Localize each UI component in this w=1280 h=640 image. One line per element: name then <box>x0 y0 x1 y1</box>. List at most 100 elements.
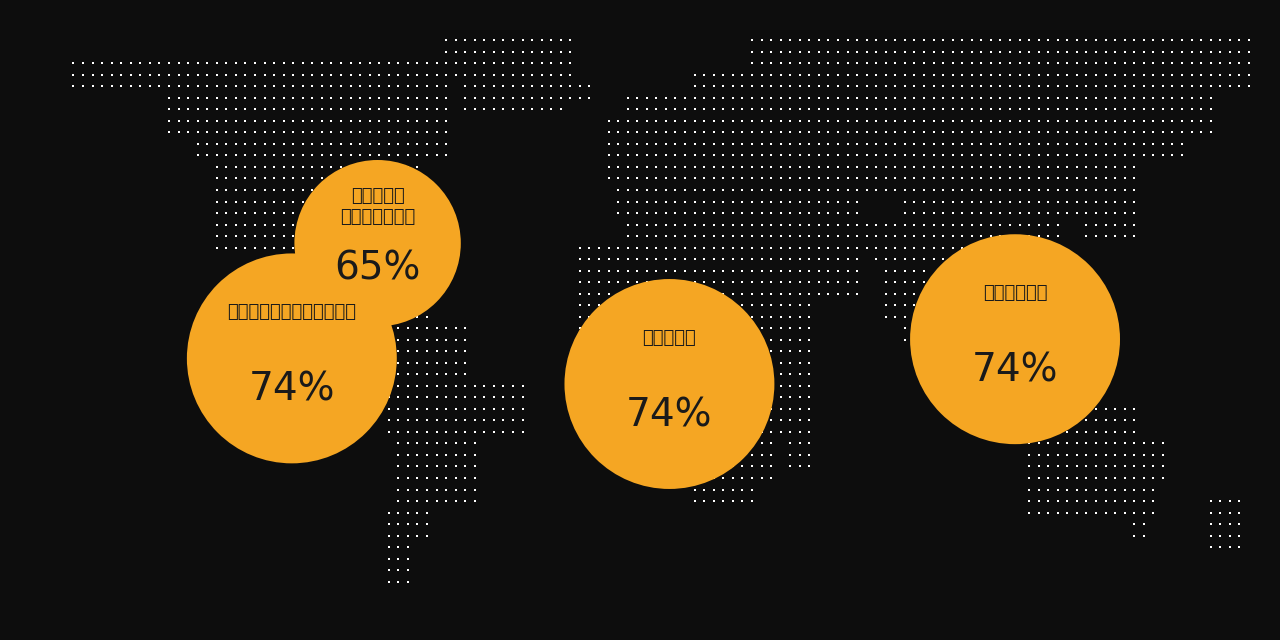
Point <box>617 127 637 138</box>
Point <box>713 220 733 230</box>
Point <box>1066 58 1087 68</box>
Point <box>809 196 829 207</box>
Point <box>1019 381 1039 391</box>
Point <box>159 104 179 115</box>
Point <box>1153 438 1174 449</box>
Point <box>666 266 686 276</box>
Point <box>1115 139 1135 149</box>
Point <box>723 185 744 195</box>
Point <box>694 450 714 460</box>
Point <box>465 427 485 437</box>
Point <box>837 70 858 80</box>
Point <box>1239 70 1260 80</box>
Point <box>1190 81 1211 92</box>
Point <box>225 243 246 253</box>
Point <box>369 208 389 218</box>
Point <box>809 58 829 68</box>
Point <box>1010 58 1030 68</box>
Point <box>646 93 667 103</box>
Point <box>1143 70 1164 80</box>
Point <box>454 81 475 92</box>
Point <box>589 335 609 345</box>
Point <box>236 58 256 68</box>
Point <box>465 496 485 506</box>
Point <box>541 104 562 115</box>
Point <box>646 369 667 380</box>
Point <box>704 415 724 426</box>
Point <box>675 150 695 161</box>
Point <box>512 47 532 57</box>
Point <box>1210 70 1230 80</box>
Point <box>580 323 600 333</box>
Point <box>617 220 637 230</box>
Point <box>895 277 915 287</box>
Point <box>283 185 303 195</box>
Point <box>732 139 753 149</box>
Point <box>454 369 475 380</box>
Point <box>436 104 457 115</box>
Point <box>655 243 676 253</box>
Point <box>1085 404 1106 414</box>
Point <box>799 392 819 403</box>
Point <box>1038 484 1059 495</box>
Point <box>704 335 724 345</box>
Point <box>283 70 303 80</box>
Point <box>876 47 896 57</box>
Point <box>694 473 714 483</box>
Point <box>1028 70 1048 80</box>
Point <box>991 93 1011 103</box>
Point <box>1000 381 1020 391</box>
Point <box>685 415 705 426</box>
Point <box>1162 127 1183 138</box>
Point <box>131 58 151 68</box>
Point <box>244 104 265 115</box>
Point <box>216 150 237 161</box>
Point <box>274 116 294 126</box>
Point <box>522 70 543 80</box>
Point <box>904 139 924 149</box>
Point <box>685 335 705 345</box>
Point <box>741 473 762 483</box>
Point <box>790 139 810 149</box>
Point <box>627 289 648 299</box>
Point <box>771 369 791 380</box>
Point <box>732 404 753 414</box>
Point <box>340 289 361 299</box>
Point <box>685 93 705 103</box>
Point <box>1085 208 1106 218</box>
Point <box>398 565 419 575</box>
Point <box>1085 58 1106 68</box>
Point <box>972 47 992 57</box>
Point <box>398 450 419 460</box>
Point <box>321 104 342 115</box>
Point <box>732 81 753 92</box>
Point <box>723 404 744 414</box>
Point <box>961 185 982 195</box>
Point <box>561 93 581 103</box>
Point <box>884 173 905 184</box>
Point <box>340 243 361 253</box>
Point <box>923 127 943 138</box>
Point <box>1057 508 1078 518</box>
Point <box>388 565 408 575</box>
Point <box>512 58 532 68</box>
Point <box>723 438 744 449</box>
Point <box>961 116 982 126</box>
Point <box>1162 58 1183 68</box>
Point <box>407 93 428 103</box>
Point <box>799 427 819 437</box>
Point <box>1076 127 1097 138</box>
Point <box>1000 312 1020 322</box>
Point <box>991 185 1011 195</box>
Point <box>426 392 447 403</box>
Point <box>760 104 781 115</box>
Point <box>1124 116 1144 126</box>
Point <box>655 162 676 172</box>
Point <box>1124 473 1144 483</box>
Point <box>751 127 772 138</box>
Point <box>1220 542 1240 552</box>
Point <box>617 93 637 103</box>
Point <box>1220 35 1240 45</box>
Point <box>952 139 973 149</box>
Point <box>617 150 637 161</box>
